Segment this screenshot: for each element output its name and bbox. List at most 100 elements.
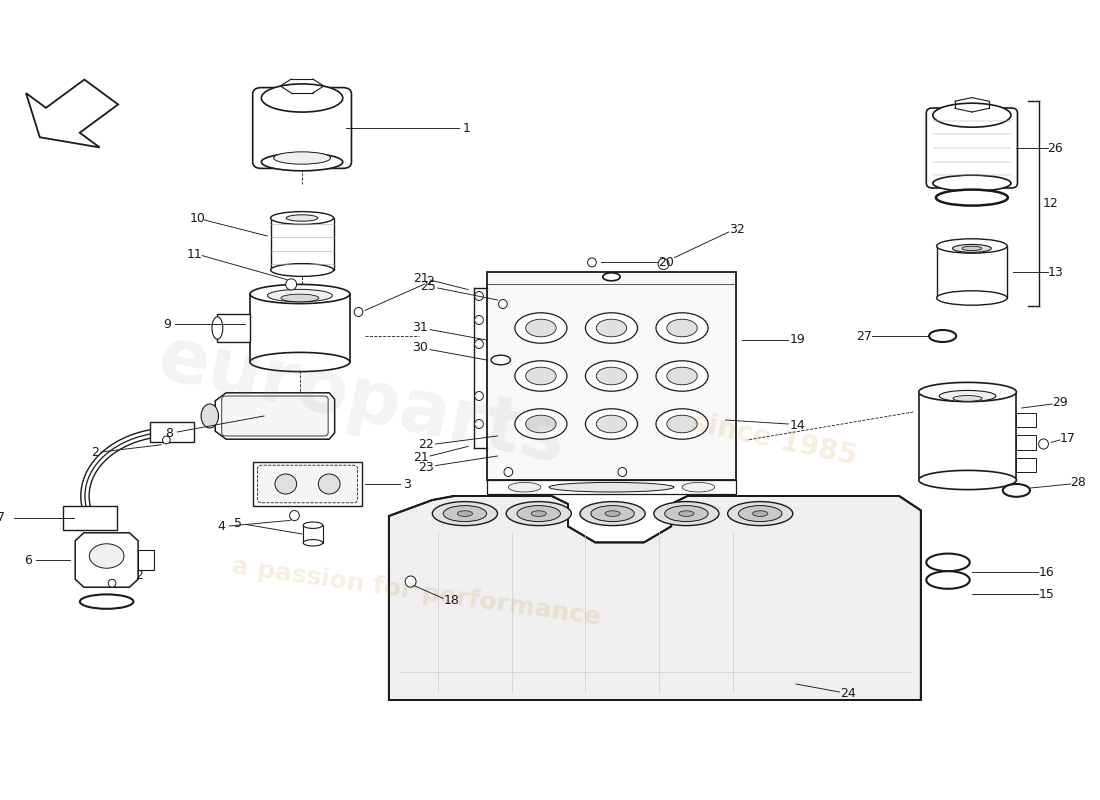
Text: 2: 2 — [135, 569, 143, 582]
Text: 20: 20 — [658, 256, 673, 269]
Ellipse shape — [585, 313, 638, 343]
Ellipse shape — [939, 390, 996, 402]
Text: 5: 5 — [234, 517, 242, 530]
Text: 15: 15 — [1038, 588, 1055, 601]
Ellipse shape — [933, 175, 1011, 191]
Text: 16: 16 — [1038, 566, 1055, 578]
Ellipse shape — [504, 467, 513, 477]
Text: 1: 1 — [463, 122, 471, 134]
Ellipse shape — [585, 409, 638, 439]
Ellipse shape — [936, 290, 1008, 305]
Text: 23: 23 — [418, 461, 433, 474]
Ellipse shape — [936, 190, 1008, 206]
Ellipse shape — [475, 339, 483, 349]
Ellipse shape — [667, 367, 697, 385]
Ellipse shape — [458, 511, 473, 517]
Ellipse shape — [667, 415, 697, 433]
Text: 8: 8 — [166, 427, 174, 440]
Ellipse shape — [603, 273, 620, 281]
Text: 10: 10 — [190, 212, 206, 225]
Text: 29: 29 — [1052, 396, 1068, 409]
Ellipse shape — [752, 511, 768, 517]
Ellipse shape — [163, 436, 170, 444]
Ellipse shape — [667, 319, 697, 337]
Ellipse shape — [962, 246, 982, 250]
Text: 26: 26 — [1047, 142, 1064, 154]
Ellipse shape — [515, 361, 566, 391]
Text: 24: 24 — [840, 687, 856, 700]
Bar — [63, 506, 118, 530]
Text: 22: 22 — [418, 438, 433, 450]
Text: 9: 9 — [164, 318, 172, 330]
Ellipse shape — [405, 576, 416, 587]
Ellipse shape — [443, 506, 486, 522]
Bar — [1016, 435, 1036, 450]
Ellipse shape — [250, 285, 350, 304]
Bar — [271, 218, 333, 270]
Ellipse shape — [271, 212, 333, 225]
FancyBboxPatch shape — [926, 108, 1018, 188]
Text: 19: 19 — [789, 334, 805, 346]
Text: 31: 31 — [412, 322, 428, 334]
Ellipse shape — [275, 474, 297, 494]
Ellipse shape — [549, 482, 674, 492]
Ellipse shape — [491, 355, 510, 365]
Ellipse shape — [526, 319, 557, 337]
Ellipse shape — [596, 367, 627, 385]
Bar — [486, 272, 736, 480]
Ellipse shape — [212, 317, 223, 339]
Ellipse shape — [304, 522, 322, 528]
Ellipse shape — [580, 502, 645, 526]
Ellipse shape — [89, 544, 124, 568]
Ellipse shape — [585, 361, 638, 391]
Ellipse shape — [280, 294, 319, 302]
Polygon shape — [216, 393, 334, 439]
Ellipse shape — [591, 506, 635, 522]
Ellipse shape — [918, 382, 1016, 402]
Ellipse shape — [286, 278, 297, 290]
Text: 13: 13 — [1047, 266, 1064, 278]
Ellipse shape — [926, 571, 970, 589]
Text: 30: 30 — [412, 342, 428, 354]
Ellipse shape — [274, 152, 331, 164]
Ellipse shape — [1038, 439, 1048, 449]
Ellipse shape — [605, 511, 620, 517]
Polygon shape — [26, 79, 118, 147]
Bar — [139, 550, 154, 570]
Ellipse shape — [727, 502, 793, 526]
Text: 27: 27 — [857, 330, 872, 342]
Ellipse shape — [262, 154, 343, 170]
Ellipse shape — [506, 502, 571, 526]
Text: 14: 14 — [789, 419, 805, 432]
Ellipse shape — [271, 264, 333, 276]
Text: 4: 4 — [218, 520, 226, 534]
Ellipse shape — [587, 258, 596, 267]
Ellipse shape — [475, 391, 483, 401]
FancyBboxPatch shape — [257, 465, 358, 503]
Bar — [918, 392, 1016, 480]
Ellipse shape — [475, 291, 483, 301]
Bar — [304, 525, 322, 542]
Ellipse shape — [108, 579, 115, 587]
Ellipse shape — [475, 315, 483, 325]
Text: since 1985: since 1985 — [689, 409, 859, 471]
Ellipse shape — [515, 313, 566, 343]
Ellipse shape — [596, 415, 627, 433]
Ellipse shape — [933, 103, 1011, 127]
Ellipse shape — [953, 245, 991, 252]
Ellipse shape — [517, 506, 560, 522]
Text: 3: 3 — [404, 478, 411, 490]
Ellipse shape — [664, 506, 708, 522]
FancyBboxPatch shape — [222, 396, 328, 436]
Ellipse shape — [526, 415, 557, 433]
Bar — [936, 246, 1008, 298]
Ellipse shape — [267, 290, 332, 302]
Text: 6: 6 — [24, 554, 32, 566]
Bar — [150, 422, 194, 442]
Ellipse shape — [682, 482, 715, 492]
Ellipse shape — [475, 419, 483, 429]
Text: 21: 21 — [414, 272, 429, 285]
Ellipse shape — [289, 510, 299, 521]
FancyBboxPatch shape — [253, 88, 352, 168]
Ellipse shape — [262, 84, 343, 112]
